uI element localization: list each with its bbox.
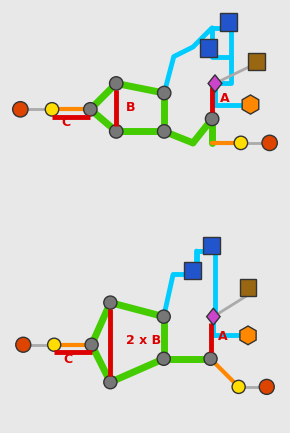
Circle shape [157,86,171,100]
Circle shape [234,136,248,150]
Circle shape [157,125,171,138]
Circle shape [110,77,123,90]
Circle shape [157,310,170,323]
Bar [240,279,256,296]
Circle shape [84,103,97,116]
Text: C: C [64,353,73,366]
Bar [200,39,217,57]
Circle shape [16,337,31,352]
Bar [248,53,265,70]
Circle shape [48,338,61,351]
Circle shape [157,352,170,365]
Bar [220,13,237,31]
Text: A: A [220,92,229,105]
Circle shape [110,125,123,138]
Circle shape [104,376,117,389]
Circle shape [85,338,98,351]
Bar [203,237,220,254]
Circle shape [204,352,217,365]
Circle shape [262,135,277,151]
Text: A: A [218,330,228,343]
Text: C: C [62,116,71,129]
Text: 2 x B: 2 x B [126,333,161,346]
Bar [184,262,201,279]
Circle shape [45,103,59,116]
Circle shape [259,379,274,394]
Polygon shape [240,326,256,345]
Polygon shape [208,75,222,92]
Circle shape [205,112,219,126]
Circle shape [232,380,245,394]
Circle shape [13,102,28,117]
Text: B: B [126,101,135,114]
Circle shape [104,296,117,309]
Polygon shape [206,308,220,325]
Polygon shape [242,95,259,114]
